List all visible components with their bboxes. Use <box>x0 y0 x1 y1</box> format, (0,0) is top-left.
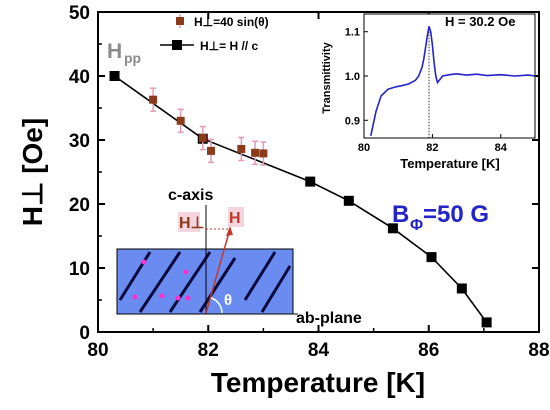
data-point <box>259 149 267 157</box>
main-legend: H⊥=40 sin(θ) H⊥= H // c <box>160 14 269 53</box>
y-tick-label: 0 <box>79 323 90 344</box>
y-tick-label: 20 <box>69 195 90 216</box>
y-tick-label: 10 <box>69 259 90 280</box>
h-perp-label: H⊥ <box>179 215 205 232</box>
data-point <box>344 196 354 206</box>
inset-y-axis-label: Transmittivity <box>321 41 333 113</box>
data-point <box>149 96 157 104</box>
legend-marker-c <box>172 40 182 50</box>
data-point <box>251 149 259 157</box>
crystal-dot <box>142 260 147 265</box>
c-axis-label: c-axis <box>168 187 213 204</box>
inset-chart: 80 82 84 0.9 1.0 1.1 H = 30.2 Oe Temperature… <box>321 14 535 171</box>
data-point <box>110 71 120 81</box>
legend-label-sin: H⊥=40 sin(θ) <box>194 15 269 29</box>
legend-label-c: H⊥= H // c <box>200 39 258 53</box>
y-tick-label: 40 <box>69 67 90 88</box>
inset-y-tick-label: 0.9 <box>345 115 360 127</box>
theta-label: θ <box>224 292 232 309</box>
inset-x-tick-label: 82 <box>426 142 438 154</box>
hpp-annotation: H pp <box>107 40 141 66</box>
inset-title: H = 30.2 Oe <box>445 14 515 29</box>
y-tick-label: 50 <box>69 3 90 24</box>
data-point <box>457 283 467 293</box>
crystal-dot <box>186 296 191 301</box>
crystal-dot <box>160 294 165 299</box>
series-h-40sin <box>149 88 267 165</box>
b-phi-subscript: Φ <box>410 217 423 234</box>
data-point <box>237 145 245 153</box>
y-tick-label: 30 <box>69 131 90 152</box>
hpp-subscript: pp <box>124 50 141 66</box>
b-phi-annotation: B Φ =50 G <box>392 201 489 234</box>
crystal-schematic: θ c-axis ab-plane H⊥ H <box>117 187 362 327</box>
x-tick-label: 88 <box>528 340 549 361</box>
main-y-axis-label: H⊥ [Oe] <box>17 118 48 226</box>
crystal-dot <box>133 295 138 300</box>
crystal-dot <box>184 270 189 275</box>
h-vector-arrowhead <box>226 226 233 236</box>
inset-y-tick-label: 1.1 <box>345 27 360 39</box>
inset-x-axis-label: Temperature [K] <box>400 156 499 171</box>
x-tick-label: 86 <box>418 340 439 361</box>
b-phi-value: =50 G <box>423 201 489 228</box>
x-tick-label: 80 <box>87 340 108 361</box>
data-point <box>177 117 185 125</box>
b-phi-label: B <box>392 201 409 228</box>
hpp-label: H <box>107 40 122 63</box>
x-tick-label: 84 <box>308 340 330 361</box>
data-point <box>207 147 215 155</box>
data-point <box>305 177 315 187</box>
data-point <box>427 252 437 262</box>
data-point <box>482 317 492 327</box>
main-x-axis-label: Temperature [K] <box>211 367 425 398</box>
x-tick-label: 82 <box>198 340 219 361</box>
data-point <box>199 134 207 142</box>
legend-marker-sin <box>176 17 184 25</box>
inset-x-tick-label: 80 <box>358 142 370 154</box>
ab-plane-label: ab-plane <box>296 310 362 327</box>
h-label: H <box>229 210 241 227</box>
inset-y-tick-label: 1.0 <box>345 71 360 83</box>
inset-x-tick-label: 84 <box>495 142 508 154</box>
crystal-dot <box>176 296 181 301</box>
